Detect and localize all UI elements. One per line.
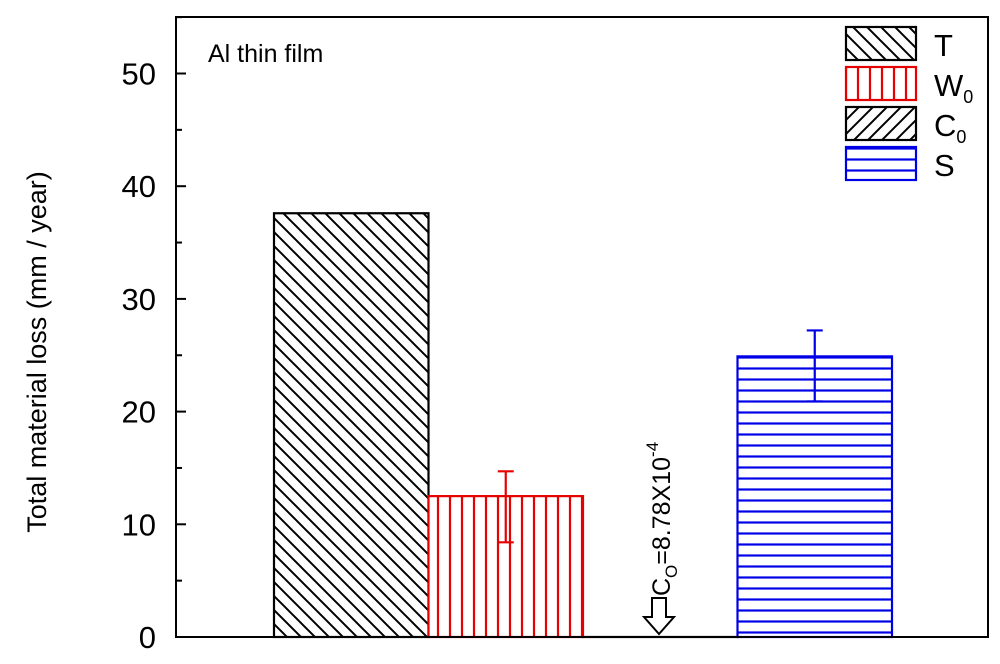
legend-label-w0: W0 (934, 68, 973, 107)
y-tick-label: 30 (122, 282, 156, 317)
legend-swatch-t (844, 25, 918, 62)
down-arrow-icon (641, 597, 677, 636)
y-axis: 0 10 20 30 40 50 (122, 16, 186, 655)
bars-layer (272, 212, 894, 639)
legend-swatch-s (844, 145, 918, 182)
bar-s (736, 355, 894, 639)
error-bars-layer (497, 329, 823, 544)
legend-swatch-c0 (844, 105, 918, 142)
plot-frame (175, 16, 989, 638)
y-tick-label: 10 (122, 507, 156, 542)
legend-label-s: S (934, 148, 955, 183)
y-tick-label: 50 (122, 57, 156, 92)
bar-t (272, 212, 430, 639)
legend-label-c0: C0 (934, 108, 966, 147)
annotation-label: Al thin film (208, 40, 323, 68)
y-axis-label: Total material loss (mm / year) (22, 171, 52, 533)
y-tick-label: 40 (122, 169, 156, 204)
legend-swatch-w0 (844, 65, 918, 102)
legend-label-t: T (934, 28, 953, 63)
y-tick-label: 20 (122, 395, 156, 430)
value-label-text: CO=8.78X10-4 (643, 442, 681, 596)
y-tick-label: 0 (139, 620, 156, 655)
value-label-c0: CO=8.78X10-4 (641, 442, 681, 636)
